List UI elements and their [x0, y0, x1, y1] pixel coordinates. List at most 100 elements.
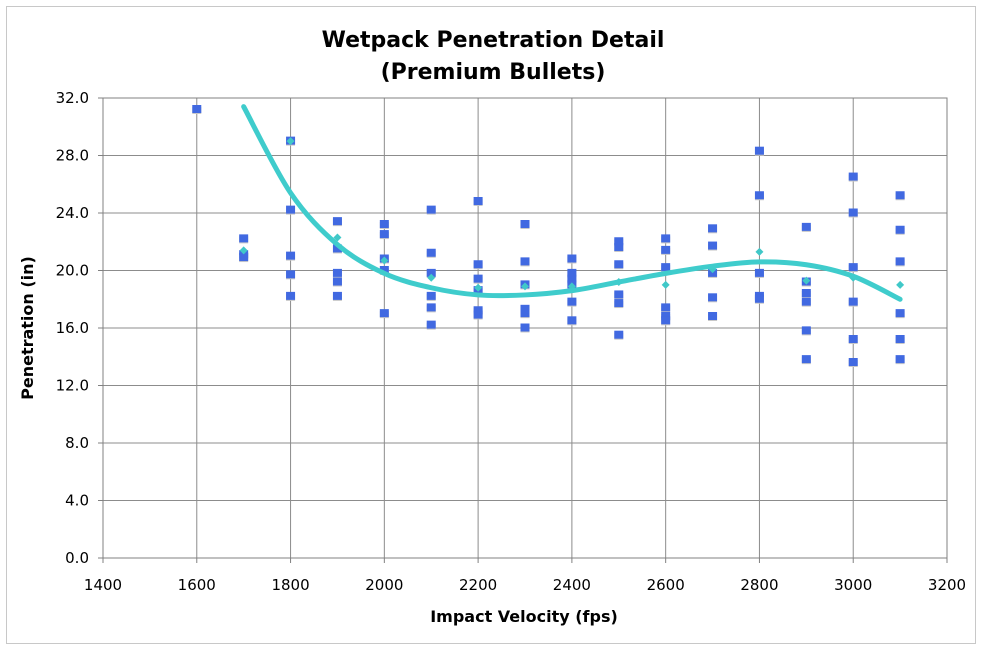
data-point: [801, 297, 811, 306]
data-point: [286, 251, 296, 260]
x-tick-label: 2800: [740, 576, 778, 594]
data-point: [520, 220, 530, 228]
data-point: [473, 310, 483, 319]
data-point: [848, 263, 858, 272]
data-point: [520, 257, 530, 266]
data-point: [614, 260, 624, 269]
data-point: [332, 244, 342, 253]
x-tick-label: 2200: [459, 576, 497, 594]
data-point: [661, 263, 671, 272]
data-point: [895, 309, 905, 318]
data-point: [426, 268, 436, 277]
data-point: [801, 222, 811, 231]
data-point: [848, 297, 858, 306]
data-point: [473, 260, 483, 269]
data-point: [239, 234, 249, 243]
data-point: [661, 303, 671, 312]
y-tick-label: 8.0: [65, 434, 89, 452]
y-tick-label: 28.0: [56, 147, 89, 165]
data-point: [239, 253, 249, 262]
data-point: [379, 266, 389, 274]
data-point: [567, 268, 577, 277]
data-point: [473, 197, 483, 205]
data-point: [614, 290, 624, 299]
data-point: [661, 245, 671, 254]
data-point: [379, 220, 389, 228]
y-tick-label: 12.0: [56, 377, 89, 395]
data-point: [426, 248, 436, 257]
data-point: [614, 330, 624, 339]
data-point: [286, 270, 296, 279]
chart-subtitle: (Premium Bullets): [381, 60, 606, 85]
y-tick-label: 32.0: [56, 89, 89, 107]
data-point: [895, 335, 905, 343]
data-point: [895, 257, 905, 266]
data-point: [848, 172, 858, 181]
data-point: [332, 277, 342, 286]
mean-point: [333, 233, 342, 242]
data-point: [801, 326, 811, 335]
data-point: [661, 316, 671, 325]
data-point: [567, 316, 577, 325]
x-tick-label: 2600: [647, 576, 685, 594]
mean-point: [474, 283, 483, 292]
y-tick-label: 0.0: [65, 549, 89, 567]
data-point: [426, 320, 436, 329]
data-point: [708, 293, 718, 302]
data-point: [895, 191, 905, 200]
mean-point: [521, 282, 529, 291]
data-point: [754, 268, 764, 277]
trend-line: [241, 104, 903, 302]
data-point: [332, 217, 342, 226]
data-point: [848, 335, 858, 343]
data-point: [708, 312, 718, 320]
data-point: [708, 241, 718, 250]
mean-point: [661, 280, 670, 289]
data-point: [614, 237, 624, 246]
data-point: [848, 208, 858, 217]
y-tick-label: 4.0: [65, 492, 89, 510]
data-point: [332, 268, 342, 277]
tick-labels: 1400 1600 1800 2000 2200 2400 2600 2800 3000 3200…: [56, 89, 967, 594]
data-point: [332, 291, 342, 300]
data-point: [848, 358, 858, 366]
plot-border: [102, 97, 948, 559]
y-tick-label: 16.0: [56, 319, 89, 337]
data-point: [379, 230, 389, 239]
mean-point: [755, 247, 764, 256]
data-point: [426, 303, 436, 312]
data-point: [801, 289, 811, 297]
x-tick-label: 1400: [84, 576, 122, 594]
data-point: [192, 105, 202, 113]
y-tick-label: 20.0: [56, 262, 89, 280]
data-point: [567, 274, 577, 283]
x-tick-label: 2000: [365, 576, 403, 594]
data-point: [754, 191, 764, 200]
data-point: [895, 355, 905, 364]
data-point: [708, 224, 718, 233]
data-point: [801, 355, 811, 364]
data-points: [192, 105, 905, 367]
data-point: [379, 309, 389, 318]
data-point: [426, 291, 436, 300]
data-point: [286, 291, 296, 300]
y-tick-label: 24.0: [56, 204, 89, 222]
data-point: [286, 205, 296, 214]
data-point: [520, 309, 530, 318]
data-point: [661, 234, 671, 243]
x-axis-label: Impact Velocity (fps): [430, 607, 618, 626]
data-point: [661, 312, 671, 320]
x-tick-label: 1600: [178, 576, 216, 594]
mean-point: [802, 276, 811, 285]
mean-point: [427, 273, 436, 282]
mean-point: [286, 137, 295, 146]
x-tick-label: 2400: [553, 576, 591, 594]
data-point: [614, 243, 624, 251]
mean-point: [239, 246, 248, 255]
x-tick-label: 1800: [271, 576, 309, 594]
data-point: [473, 306, 483, 315]
data-point: [520, 304, 530, 313]
data-point: [895, 225, 905, 234]
data-point: [426, 205, 436, 214]
